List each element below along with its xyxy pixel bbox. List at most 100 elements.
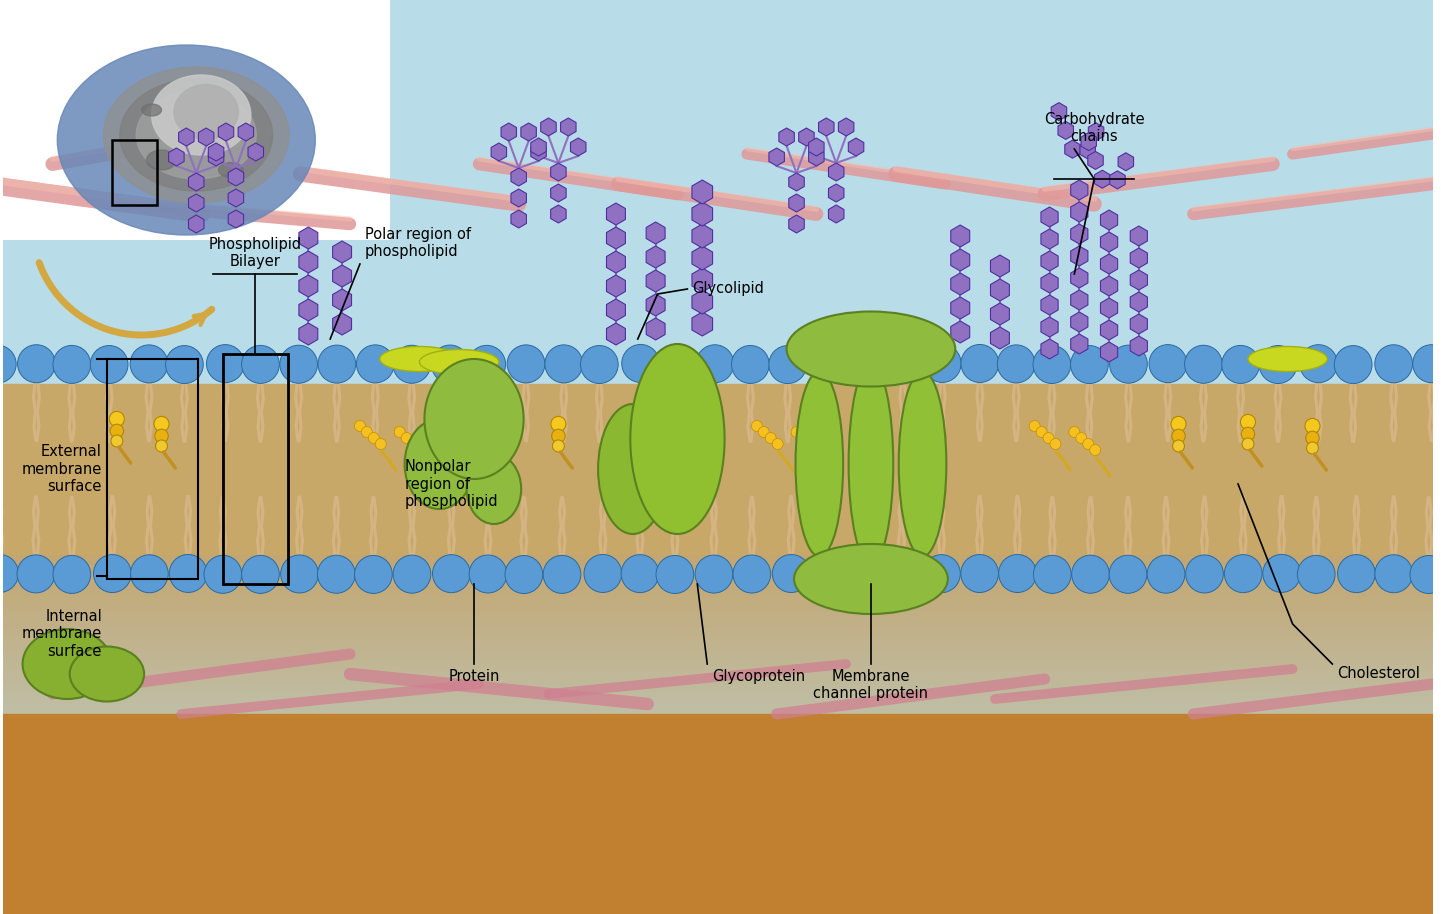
- Polygon shape: [550, 163, 566, 181]
- Polygon shape: [829, 163, 844, 181]
- Circle shape: [1050, 439, 1061, 450]
- Polygon shape: [1050, 102, 1066, 121]
- Polygon shape: [1101, 254, 1118, 274]
- Text: Glycoprotein: Glycoprotein: [712, 669, 806, 684]
- Bar: [3, 700, 1432, 707]
- Bar: [3, 669, 1432, 676]
- Bar: [3, 638, 1432, 645]
- Circle shape: [1033, 556, 1071, 593]
- Bar: [3, 781, 1432, 789]
- Circle shape: [131, 555, 169, 593]
- Bar: [3, 526, 1432, 533]
- Circle shape: [369, 432, 379, 443]
- Bar: [3, 426, 1432, 432]
- Circle shape: [1225, 555, 1262, 592]
- Bar: [3, 651, 1432, 658]
- Polygon shape: [512, 189, 526, 207]
- Circle shape: [545, 345, 582, 383]
- Bar: [3, 788, 1432, 795]
- Circle shape: [354, 556, 392, 593]
- Bar: [3, 620, 1432, 626]
- Bar: [3, 488, 1432, 495]
- Bar: [107, 359, 199, 579]
- Bar: [3, 625, 1432, 632]
- Polygon shape: [951, 273, 970, 295]
- Polygon shape: [692, 246, 712, 270]
- Ellipse shape: [174, 84, 238, 140]
- Polygon shape: [1081, 133, 1097, 151]
- Ellipse shape: [787, 312, 955, 387]
- Circle shape: [1409, 556, 1441, 593]
- Bar: [3, 744, 1432, 751]
- Polygon shape: [829, 184, 844, 202]
- Text: Phospholipid
Bilayer: Phospholipid Bilayer: [208, 237, 301, 269]
- Bar: [3, 444, 1432, 452]
- Polygon shape: [951, 297, 970, 319]
- Bar: [3, 838, 1432, 845]
- Bar: [3, 695, 1432, 702]
- Polygon shape: [209, 148, 223, 166]
- Ellipse shape: [467, 454, 522, 524]
- Bar: [3, 856, 1432, 864]
- Polygon shape: [1101, 342, 1118, 362]
- Polygon shape: [189, 215, 205, 233]
- Circle shape: [375, 439, 386, 450]
- Circle shape: [1186, 555, 1223, 593]
- Polygon shape: [607, 323, 625, 345]
- Circle shape: [883, 345, 922, 383]
- Circle shape: [961, 555, 999, 592]
- Ellipse shape: [1248, 346, 1327, 371]
- Circle shape: [621, 555, 659, 592]
- Circle shape: [732, 345, 769, 384]
- Circle shape: [806, 439, 816, 450]
- Polygon shape: [199, 128, 213, 146]
- Circle shape: [17, 555, 55, 593]
- Polygon shape: [1040, 229, 1058, 249]
- Bar: [3, 538, 1432, 546]
- Bar: [3, 738, 1432, 745]
- Polygon shape: [780, 128, 794, 146]
- Polygon shape: [1130, 226, 1147, 246]
- Ellipse shape: [151, 75, 251, 155]
- Bar: [3, 494, 1432, 502]
- Polygon shape: [808, 148, 824, 166]
- Polygon shape: [228, 210, 244, 228]
- Circle shape: [1173, 440, 1185, 452]
- Text: Carbohydrate
chains: Carbohydrate chains: [1043, 112, 1144, 144]
- Polygon shape: [646, 318, 666, 340]
- Circle shape: [1147, 555, 1185, 593]
- Polygon shape: [1101, 210, 1118, 230]
- Circle shape: [772, 439, 782, 450]
- Bar: [3, 732, 1432, 739]
- Polygon shape: [1130, 248, 1147, 268]
- Bar: [3, 876, 1432, 883]
- Circle shape: [206, 345, 244, 383]
- Ellipse shape: [849, 364, 893, 564]
- Ellipse shape: [58, 45, 316, 235]
- Circle shape: [1172, 417, 1186, 431]
- Circle shape: [1241, 427, 1255, 441]
- Ellipse shape: [795, 371, 843, 557]
- Circle shape: [1306, 419, 1320, 433]
- Bar: [3, 713, 1432, 720]
- Circle shape: [1306, 431, 1319, 445]
- Polygon shape: [1071, 224, 1088, 244]
- Text: Protein: Protein: [448, 669, 500, 684]
- Polygon shape: [1101, 276, 1118, 296]
- Circle shape: [1222, 345, 1259, 384]
- Polygon shape: [1071, 334, 1088, 354]
- Bar: [3, 770, 1432, 777]
- Bar: [3, 469, 1432, 476]
- Circle shape: [156, 440, 167, 452]
- Polygon shape: [179, 128, 195, 146]
- Polygon shape: [333, 265, 352, 287]
- Circle shape: [695, 555, 733, 593]
- Circle shape: [922, 555, 960, 592]
- Bar: [3, 644, 1432, 652]
- Circle shape: [170, 555, 208, 592]
- Circle shape: [1262, 555, 1301, 592]
- Polygon shape: [530, 138, 546, 156]
- Bar: [3, 825, 1432, 833]
- Circle shape: [53, 345, 91, 383]
- Bar: [3, 506, 1432, 514]
